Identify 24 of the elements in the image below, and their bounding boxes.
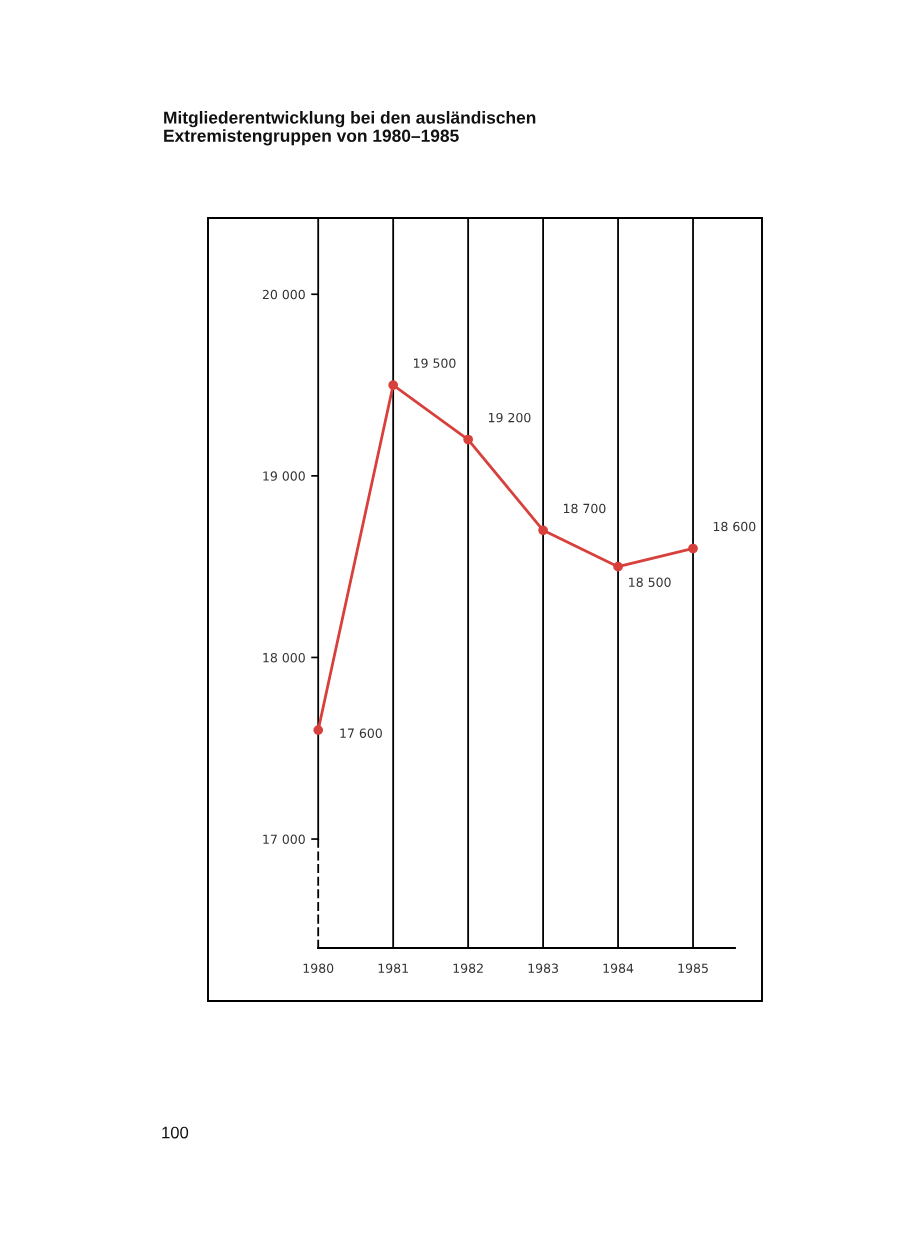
y-tick-label: 18 000: [263, 652, 305, 663]
x-tick-label: 1982: [453, 963, 483, 973]
data-label: 19 200: [488, 412, 531, 423]
point: [613, 561, 623, 572]
x-tick-label: 1984: [603, 963, 634, 973]
data-label: 18 500: [629, 577, 671, 587]
x-tick-label: 1981: [378, 963, 408, 973]
x-tick-label: 1983: [528, 963, 558, 973]
x-tick-label: 1980: [303, 963, 334, 973]
point: [388, 380, 399, 390]
y-tick-label: 17 000: [263, 834, 305, 844]
data-label: 18 600: [713, 521, 756, 532]
x-tick-label: 1985: [678, 963, 708, 973]
point: [313, 725, 324, 735]
point: [538, 525, 548, 536]
y-tick-label: 19 000: [263, 471, 305, 481]
point: [688, 543, 698, 554]
text: 100: [162, 1126, 189, 1139]
data-label: 18 700: [563, 503, 606, 514]
chart-title: Mitgliederentwicklung bei den ausländischen Extremistengruppen von 1980–1985: [164, 111, 536, 146]
data-label: 17 600: [340, 728, 382, 738]
y-tick-label: 20 000: [262, 289, 305, 300]
data-label: 19 500: [413, 358, 456, 368]
point: [463, 434, 473, 445]
